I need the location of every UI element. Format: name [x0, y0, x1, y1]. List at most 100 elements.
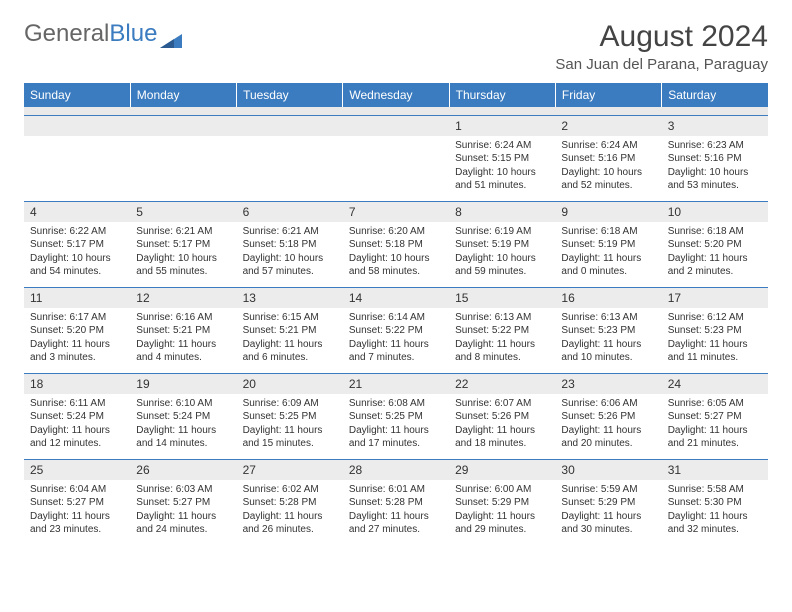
day-detail-cell: Sunrise: 6:16 AMSunset: 5:21 PMDaylight:… [130, 308, 236, 374]
day-number-cell: 23 [555, 373, 661, 394]
day-detail-cell: Sunrise: 6:07 AMSunset: 5:26 PMDaylight:… [449, 394, 555, 460]
day-number-cell: 30 [555, 459, 661, 480]
week-detail-row: Sunrise: 6:04 AMSunset: 5:27 PMDaylight:… [24, 480, 768, 545]
day-number-cell: 12 [130, 287, 236, 308]
calendar-table: Sunday Monday Tuesday Wednesday Thursday… [24, 83, 768, 545]
day-number-cell: 4 [24, 201, 130, 222]
week-number-row: 11121314151617 [24, 287, 768, 308]
day-number-cell: 22 [449, 373, 555, 394]
day-detail-cell: Sunrise: 6:20 AMSunset: 5:18 PMDaylight:… [343, 222, 449, 288]
day-number-cell: 20 [237, 373, 343, 394]
day-detail-cell [130, 136, 236, 202]
day-detail-cell: Sunrise: 6:15 AMSunset: 5:21 PMDaylight:… [237, 308, 343, 374]
location-label: San Juan del Parana, Paraguay [555, 56, 768, 73]
header-spacer [24, 107, 768, 115]
day-number-cell: 14 [343, 287, 449, 308]
day-number-cell [130, 115, 236, 136]
day-detail-cell: Sunrise: 6:13 AMSunset: 5:22 PMDaylight:… [449, 308, 555, 374]
day-number-cell: 19 [130, 373, 236, 394]
day-detail-cell: Sunrise: 6:19 AMSunset: 5:19 PMDaylight:… [449, 222, 555, 288]
day-number-cell: 16 [555, 287, 661, 308]
brand-part2: Blue [109, 20, 157, 48]
day-detail-cell: Sunrise: 6:21 AMSunset: 5:18 PMDaylight:… [237, 222, 343, 288]
day-number-cell: 8 [449, 201, 555, 222]
day-number-cell: 25 [24, 459, 130, 480]
day-number-cell: 18 [24, 373, 130, 394]
week-number-row: 123 [24, 115, 768, 136]
day-number-cell: 31 [662, 459, 768, 480]
day-number-cell: 9 [555, 201, 661, 222]
day-number-cell: 6 [237, 201, 343, 222]
day-detail-cell: Sunrise: 6:23 AMSunset: 5:16 PMDaylight:… [662, 136, 768, 202]
day-number-cell [24, 115, 130, 136]
weekday-mon: Monday [130, 83, 236, 107]
day-detail-cell: Sunrise: 6:14 AMSunset: 5:22 PMDaylight:… [343, 308, 449, 374]
week-detail-row: Sunrise: 6:11 AMSunset: 5:24 PMDaylight:… [24, 394, 768, 460]
week-detail-row: Sunrise: 6:24 AMSunset: 5:15 PMDaylight:… [24, 136, 768, 202]
weekday-tue: Tuesday [237, 83, 343, 107]
weekday-sat: Saturday [662, 83, 768, 107]
day-detail-cell: Sunrise: 6:03 AMSunset: 5:27 PMDaylight:… [130, 480, 236, 545]
day-detail-cell [24, 136, 130, 202]
day-detail-cell: Sunrise: 6:00 AMSunset: 5:29 PMDaylight:… [449, 480, 555, 545]
day-detail-cell [237, 136, 343, 202]
weekday-sun: Sunday [24, 83, 130, 107]
day-detail-cell: Sunrise: 6:09 AMSunset: 5:25 PMDaylight:… [237, 394, 343, 460]
day-number-cell: 10 [662, 201, 768, 222]
day-number-cell: 28 [343, 459, 449, 480]
day-detail-cell: Sunrise: 6:13 AMSunset: 5:23 PMDaylight:… [555, 308, 661, 374]
week-detail-row: Sunrise: 6:22 AMSunset: 5:17 PMDaylight:… [24, 222, 768, 288]
day-number-cell: 13 [237, 287, 343, 308]
day-number-cell [343, 115, 449, 136]
day-number-cell: 2 [555, 115, 661, 136]
day-number-cell: 1 [449, 115, 555, 136]
day-number-cell: 11 [24, 287, 130, 308]
day-number-cell: 29 [449, 459, 555, 480]
weekday-wed: Wednesday [343, 83, 449, 107]
weekday-header-row: Sunday Monday Tuesday Wednesday Thursday… [24, 83, 768, 107]
day-number-cell: 5 [130, 201, 236, 222]
week-number-row: 25262728293031 [24, 459, 768, 480]
week-number-row: 18192021222324 [24, 373, 768, 394]
day-number-cell: 26 [130, 459, 236, 480]
day-number-cell: 17 [662, 287, 768, 308]
day-detail-cell: Sunrise: 5:58 AMSunset: 5:30 PMDaylight:… [662, 480, 768, 545]
day-detail-cell: Sunrise: 6:22 AMSunset: 5:17 PMDaylight:… [24, 222, 130, 288]
day-number-cell: 27 [237, 459, 343, 480]
day-detail-cell: Sunrise: 6:10 AMSunset: 5:24 PMDaylight:… [130, 394, 236, 460]
day-detail-cell: Sunrise: 6:24 AMSunset: 5:15 PMDaylight:… [449, 136, 555, 202]
day-detail-cell: Sunrise: 6:11 AMSunset: 5:24 PMDaylight:… [24, 394, 130, 460]
calendar-body: 123 Sunrise: 6:24 AMSunset: 5:15 PMDayli… [24, 115, 768, 545]
day-detail-cell: Sunrise: 6:06 AMSunset: 5:26 PMDaylight:… [555, 394, 661, 460]
week-detail-row: Sunrise: 6:17 AMSunset: 5:20 PMDaylight:… [24, 308, 768, 374]
day-detail-cell: Sunrise: 6:02 AMSunset: 5:28 PMDaylight:… [237, 480, 343, 545]
calendar-page: GeneralBlue August 2024 San Juan del Par… [0, 0, 792, 565]
day-detail-cell: Sunrise: 6:05 AMSunset: 5:27 PMDaylight:… [662, 394, 768, 460]
day-number-cell: 21 [343, 373, 449, 394]
brand-triangle-icon [160, 27, 182, 41]
day-detail-cell: Sunrise: 5:59 AMSunset: 5:29 PMDaylight:… [555, 480, 661, 545]
day-detail-cell: Sunrise: 6:08 AMSunset: 5:25 PMDaylight:… [343, 394, 449, 460]
brand-logo: GeneralBlue [24, 20, 182, 48]
month-title: August 2024 [555, 20, 768, 54]
weekday-fri: Friday [555, 83, 661, 107]
day-detail-cell: Sunrise: 6:12 AMSunset: 5:23 PMDaylight:… [662, 308, 768, 374]
day-number-cell: 3 [662, 115, 768, 136]
day-number-cell: 7 [343, 201, 449, 222]
weekday-thu: Thursday [449, 83, 555, 107]
day-detail-cell [343, 136, 449, 202]
header: GeneralBlue August 2024 San Juan del Par… [24, 20, 768, 73]
day-detail-cell: Sunrise: 6:18 AMSunset: 5:20 PMDaylight:… [662, 222, 768, 288]
day-detail-cell: Sunrise: 6:18 AMSunset: 5:19 PMDaylight:… [555, 222, 661, 288]
day-detail-cell: Sunrise: 6:17 AMSunset: 5:20 PMDaylight:… [24, 308, 130, 374]
day-detail-cell: Sunrise: 6:21 AMSunset: 5:17 PMDaylight:… [130, 222, 236, 288]
day-number-cell [237, 115, 343, 136]
day-detail-cell: Sunrise: 6:24 AMSunset: 5:16 PMDaylight:… [555, 136, 661, 202]
day-detail-cell: Sunrise: 6:01 AMSunset: 5:28 PMDaylight:… [343, 480, 449, 545]
brand-part1: General [24, 20, 109, 48]
week-number-row: 45678910 [24, 201, 768, 222]
title-block: August 2024 San Juan del Parana, Paragua… [555, 20, 768, 73]
day-number-cell: 24 [662, 373, 768, 394]
day-number-cell: 15 [449, 287, 555, 308]
day-detail-cell: Sunrise: 6:04 AMSunset: 5:27 PMDaylight:… [24, 480, 130, 545]
